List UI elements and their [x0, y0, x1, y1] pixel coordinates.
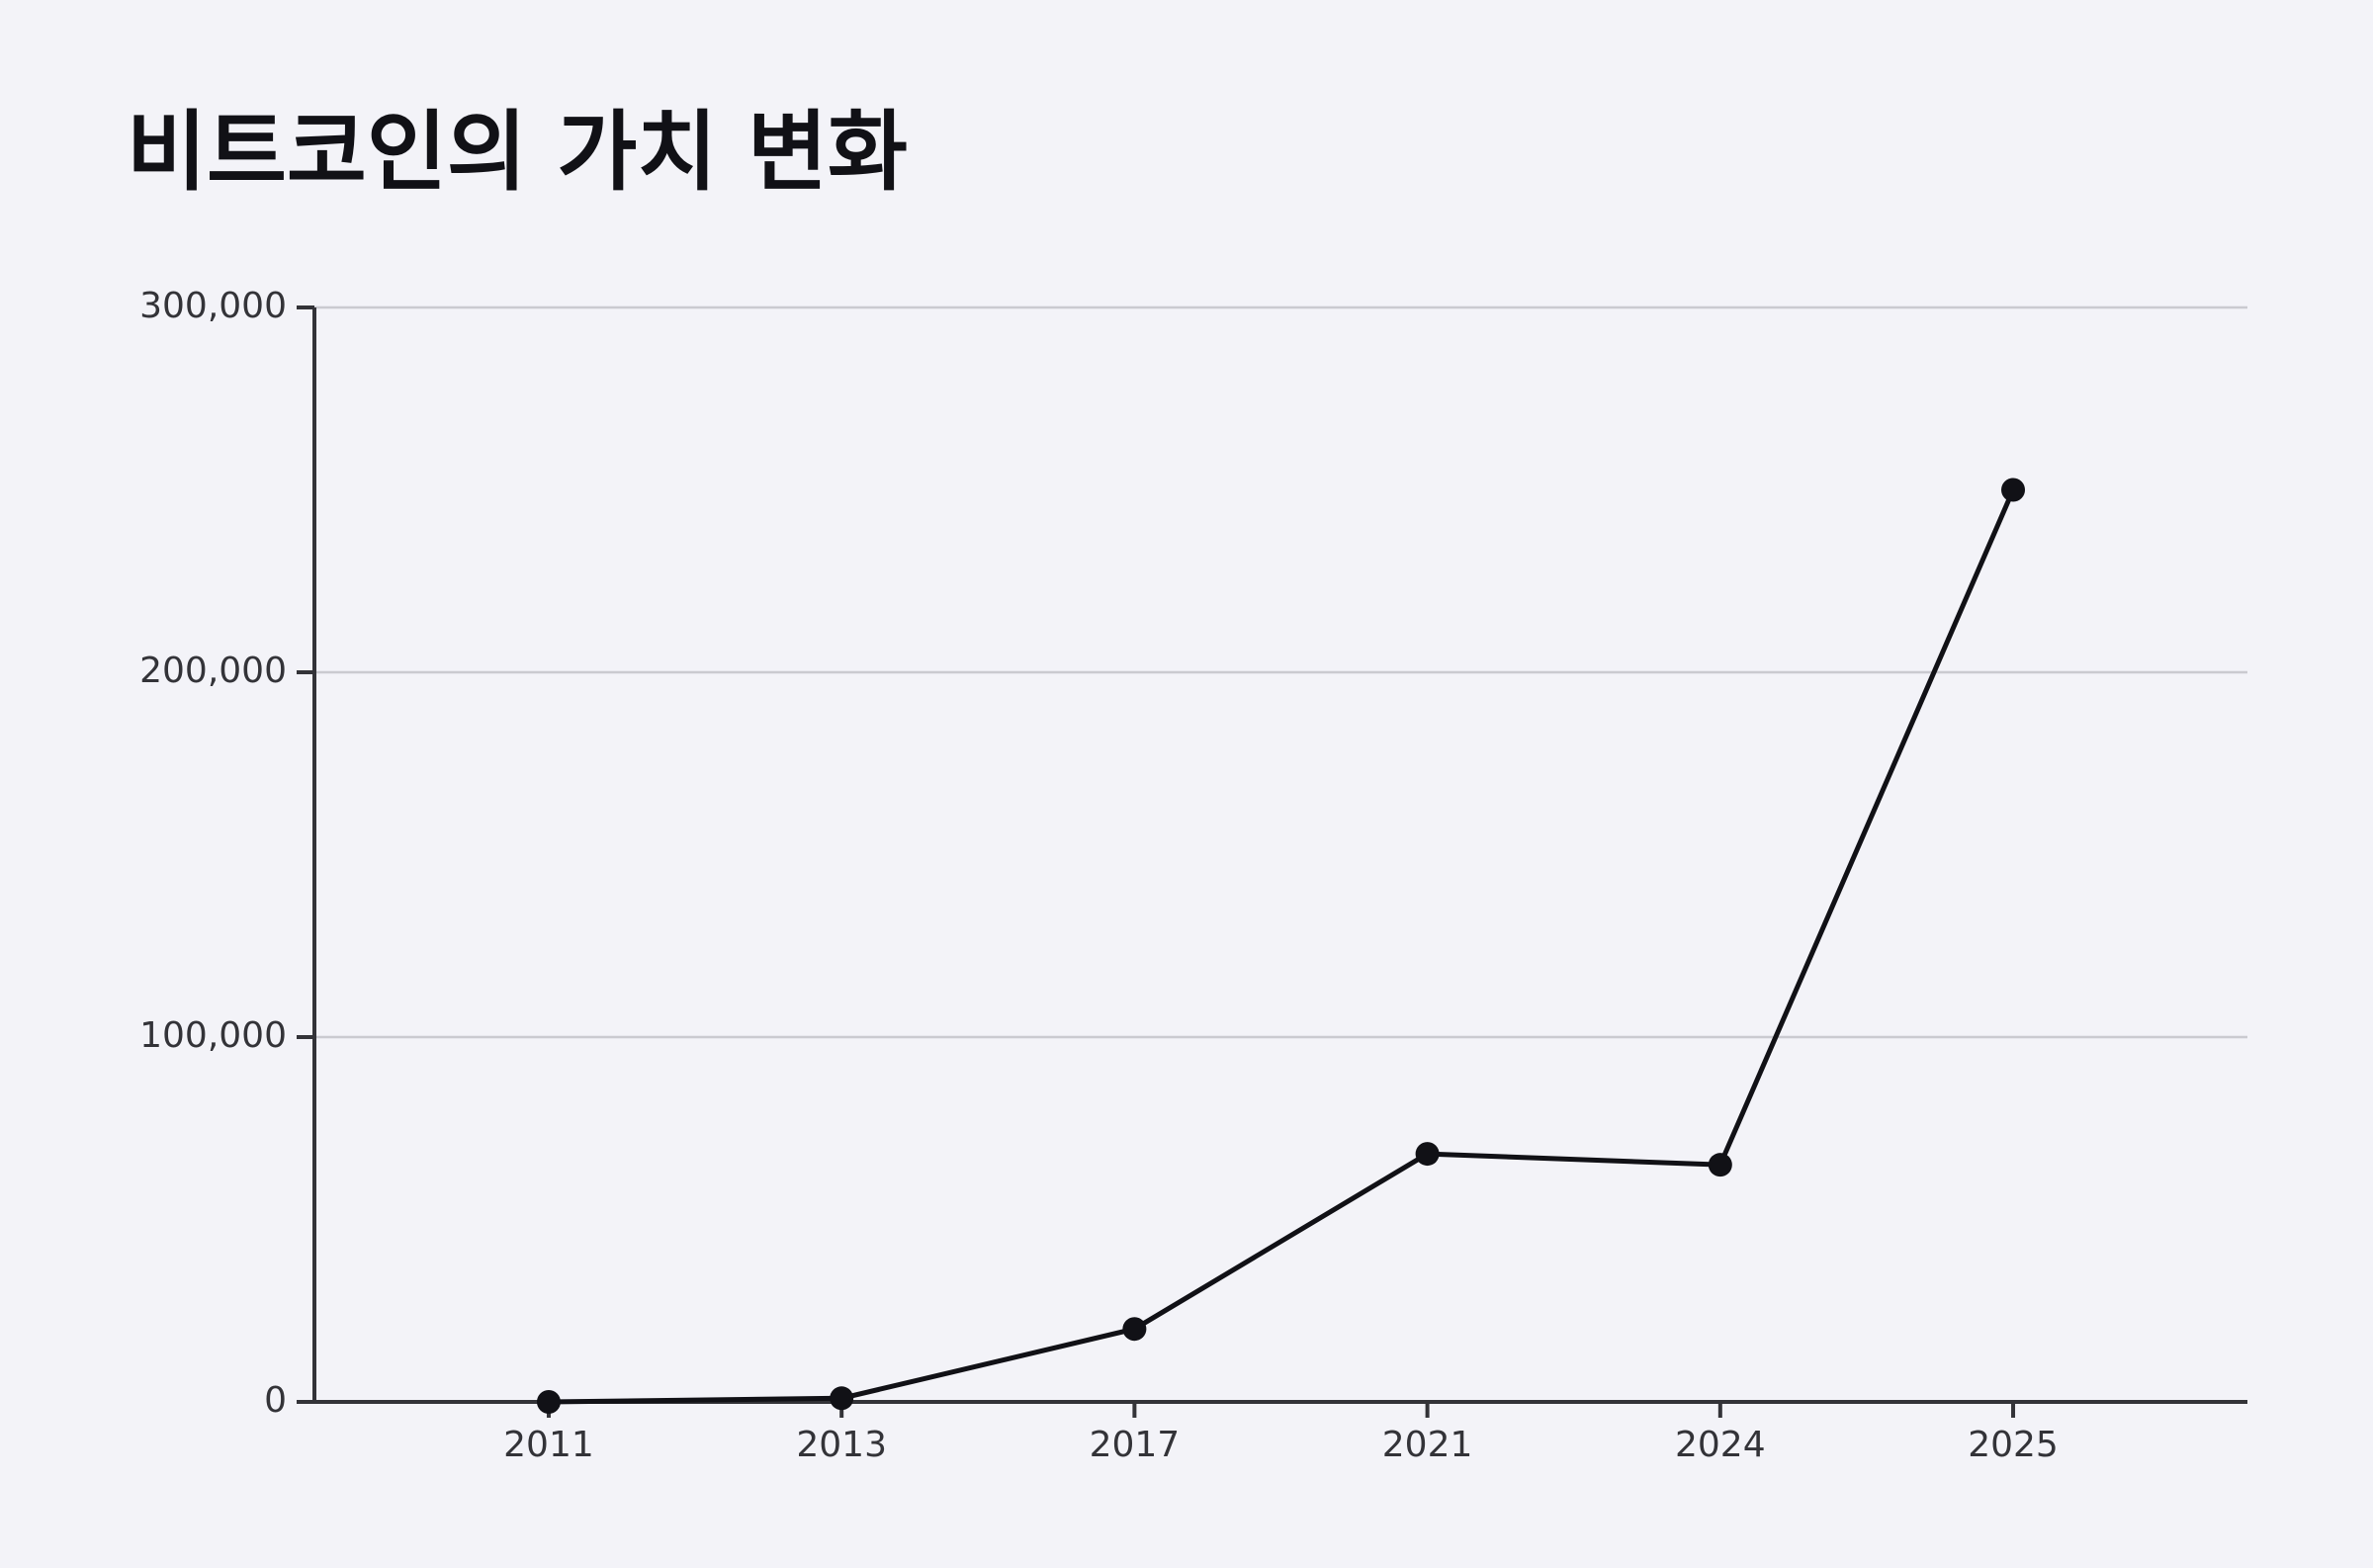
y-tick-label: 100,000 — [139, 1015, 287, 1056]
y-tick-label: 200,000 — [139, 651, 287, 691]
point — [2001, 478, 2026, 502]
x-tick-label: 2013 — [796, 1425, 887, 1465]
chart-title: 비트코인의 가치 변화 — [127, 101, 908, 203]
point — [536, 1390, 561, 1414]
x-tick-label: 2025 — [1968, 1425, 2059, 1465]
line — [548, 488, 2016, 1405]
x-tick-label: 2011 — [503, 1425, 594, 1465]
point — [1415, 1142, 1440, 1167]
point — [1122, 1317, 1147, 1342]
x-tick-label: 2017 — [1090, 1425, 1181, 1465]
point — [1708, 1153, 1732, 1177]
x-tick-label: 2024 — [1675, 1425, 1766, 1465]
point — [830, 1386, 854, 1411]
y-tick-label: 0 — [264, 1380, 287, 1421]
y-tick-label: 300,000 — [139, 286, 287, 326]
x-tick-label: 2021 — [1382, 1425, 1473, 1465]
